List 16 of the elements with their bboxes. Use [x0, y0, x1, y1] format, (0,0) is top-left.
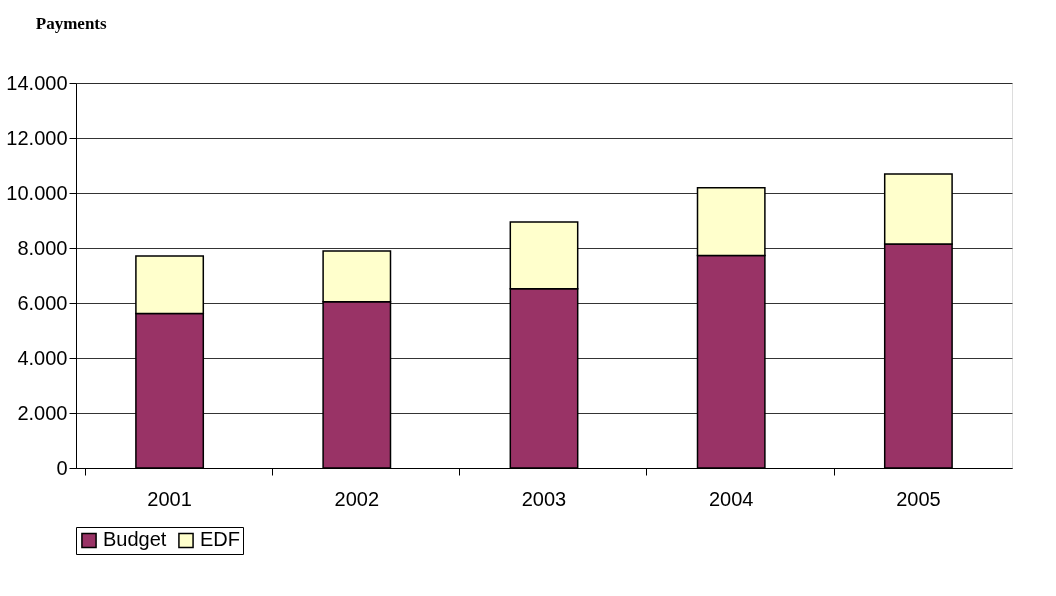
- y-tick-label: 12.000: [6, 126, 68, 149]
- x-tick-label: 2005: [896, 487, 941, 510]
- x-tick-label: 2004: [708, 487, 754, 510]
- y-tick-label: 2.000: [17, 401, 68, 424]
- y-tick-label: 6.000: [17, 291, 68, 314]
- y-tick-label: 10.000: [6, 181, 68, 204]
- y-tick-label: 0: [56, 456, 68, 479]
- y-tick-label: 8.000: [17, 236, 68, 259]
- x-tick-label: 2003: [521, 487, 567, 510]
- legend-label: Budget: [103, 528, 167, 551]
- y-tick-label: 4.000: [17, 346, 68, 369]
- x-tick-label: 2001: [147, 487, 192, 510]
- chart-title: Payments: [35, 14, 108, 33]
- y-tick-label: 14.000: [6, 71, 68, 94]
- x-tick-label: 2002: [334, 487, 380, 510]
- legend-label: EDF: [200, 528, 240, 551]
